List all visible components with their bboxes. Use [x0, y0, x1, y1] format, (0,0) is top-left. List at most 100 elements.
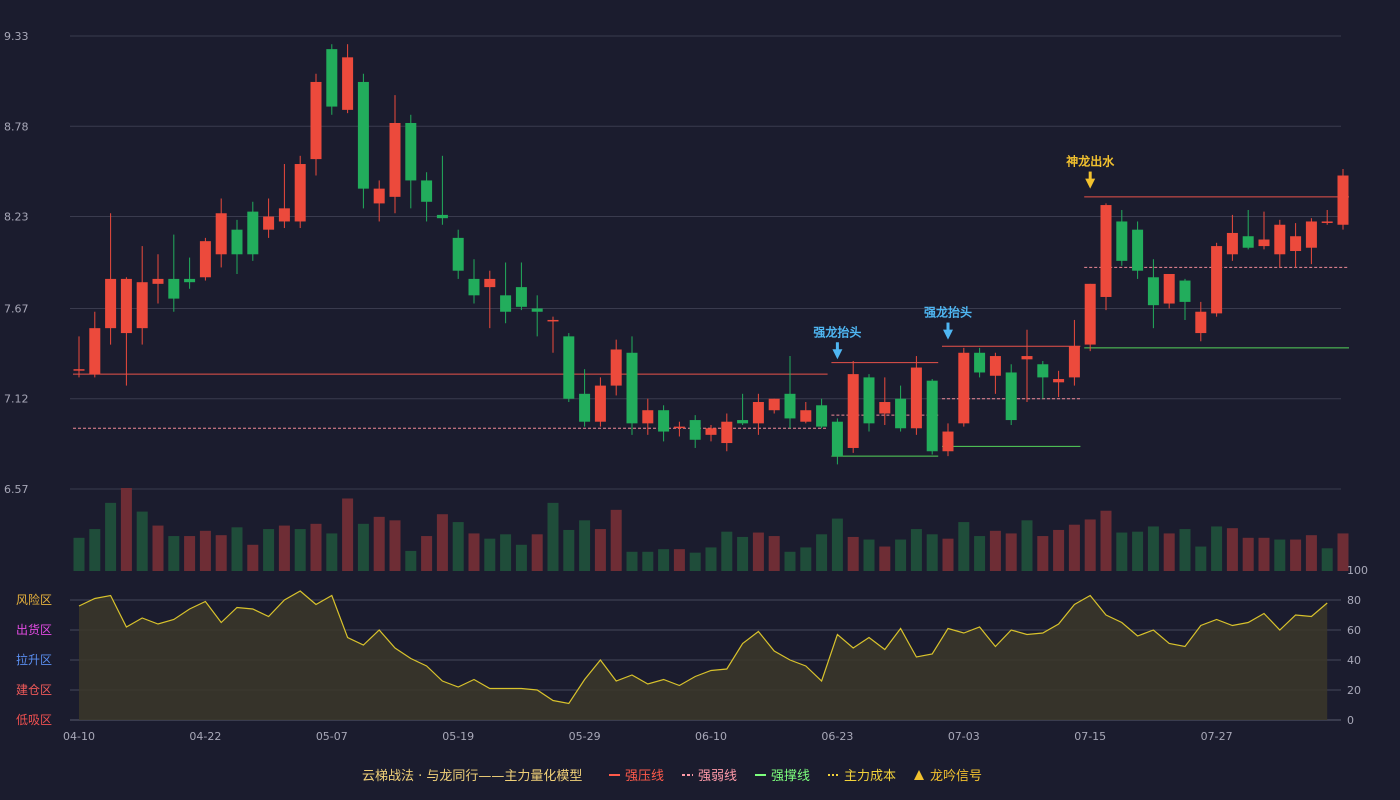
candle-body: [626, 352, 638, 424]
volume-bar: [1116, 532, 1128, 571]
volume-bar: [484, 538, 496, 571]
volume-bar: [421, 536, 433, 571]
volume-bar: [405, 550, 417, 571]
volume-bar: [89, 529, 101, 571]
volume-bar: [215, 535, 227, 571]
candle-body: [215, 213, 227, 255]
volume-bar: [373, 516, 385, 571]
signal-label: 神龙出水: [1066, 154, 1115, 169]
candle-body: [1226, 232, 1238, 255]
candle-body: [768, 398, 780, 411]
candle-body: [673, 426, 685, 429]
candle-body: [310, 81, 322, 160]
candle-body: [500, 295, 512, 312]
volume-bar: [1132, 531, 1144, 571]
candle-body: [120, 278, 132, 334]
price-tick-label: 7.67: [4, 302, 29, 315]
indicator-tick-label: 100: [1347, 564, 1368, 577]
volume-bar: [1337, 533, 1349, 571]
volume-bar: [831, 518, 843, 571]
candle-body: [342, 57, 354, 110]
price-tick-label: 6.57: [4, 483, 29, 496]
volume-bar: [1100, 510, 1112, 571]
level-lines: [73, 196, 1349, 457]
volume-bar: [105, 502, 117, 571]
candle-body: [531, 308, 543, 312]
candle-body: [926, 380, 938, 452]
legend-label: 主力成本: [844, 769, 896, 784]
volume-bar: [1211, 526, 1223, 571]
candle-body: [658, 410, 670, 432]
candle-body: [1005, 372, 1017, 421]
candle-body: [689, 420, 701, 440]
date-tick-label: 06-10: [695, 730, 727, 743]
signal-label: 强龙抬头: [924, 305, 972, 320]
volume-bar: [247, 544, 259, 571]
volume-bar: [1147, 526, 1159, 571]
volume-bar: [1068, 524, 1080, 571]
volume-bar: [705, 547, 717, 571]
volume-bar: [942, 538, 954, 571]
candle-body: [705, 428, 717, 435]
volume-bar: [136, 511, 148, 571]
legend-label: 强撑线: [771, 769, 810, 784]
candle-body: [1305, 221, 1317, 248]
indicator-tick-label: 0: [1347, 714, 1354, 727]
volume-bar: [579, 520, 591, 571]
candle-body: [136, 282, 148, 329]
candle-body: [784, 393, 796, 419]
volume-bar: [199, 530, 211, 571]
volume-bar: [1179, 529, 1191, 571]
candle-body: [1068, 346, 1080, 378]
candle-body: [800, 410, 812, 422]
candle-body: [152, 278, 164, 284]
volume-bar: [768, 536, 780, 571]
candle-body: [1084, 283, 1096, 345]
candle-body: [468, 278, 480, 296]
volume-bar: [547, 502, 559, 571]
price-tick-label: 8.78: [4, 120, 29, 133]
volume-bar: [1195, 546, 1207, 571]
candle-body: [547, 319, 559, 322]
legend-label: 强压线: [625, 769, 664, 784]
volume-bar: [294, 529, 306, 571]
date-tick-label: 04-10: [63, 730, 95, 743]
candle-body: [1116, 221, 1128, 261]
price-axis: 9.33 8.78 8.23 7.67 7.12 6.57: [4, 30, 29, 496]
volume-bar: [926, 534, 938, 571]
candle-body: [847, 374, 859, 448]
candle-body: [263, 216, 275, 230]
indicator-area: [79, 591, 1328, 720]
volume-bar: [958, 522, 970, 571]
candle-body: [1321, 221, 1333, 223]
volume-bar: [357, 523, 369, 571]
volume-bar: [500, 534, 512, 571]
candle-body: [73, 369, 85, 371]
candle-body: [1337, 175, 1349, 225]
signal-arrow: [1085, 178, 1096, 189]
candle-body: [879, 402, 891, 414]
candle-body: [168, 278, 180, 299]
volume-bar: [263, 529, 275, 571]
candle-body: [910, 367, 922, 429]
candle-body: [421, 180, 433, 202]
candle-body: [405, 122, 417, 181]
volume-bar: [800, 547, 812, 571]
volume-bar: [1321, 548, 1333, 571]
volume-bar: [642, 551, 654, 571]
candle-body: [1053, 379, 1065, 383]
zone-label: 风险区: [16, 592, 52, 607]
volume-bar: [531, 534, 543, 571]
volume-bar: [895, 539, 907, 571]
candle-body: [942, 431, 954, 452]
candles: [73, 44, 1349, 465]
volume-bar: [342, 498, 354, 571]
candle-body: [1179, 280, 1191, 302]
volume-bar: [1258, 537, 1270, 571]
candle-body: [326, 49, 338, 107]
signal-label: 强龙抬头: [813, 324, 861, 339]
volume-bar: [1053, 529, 1065, 571]
candle-body: [1163, 273, 1175, 304]
